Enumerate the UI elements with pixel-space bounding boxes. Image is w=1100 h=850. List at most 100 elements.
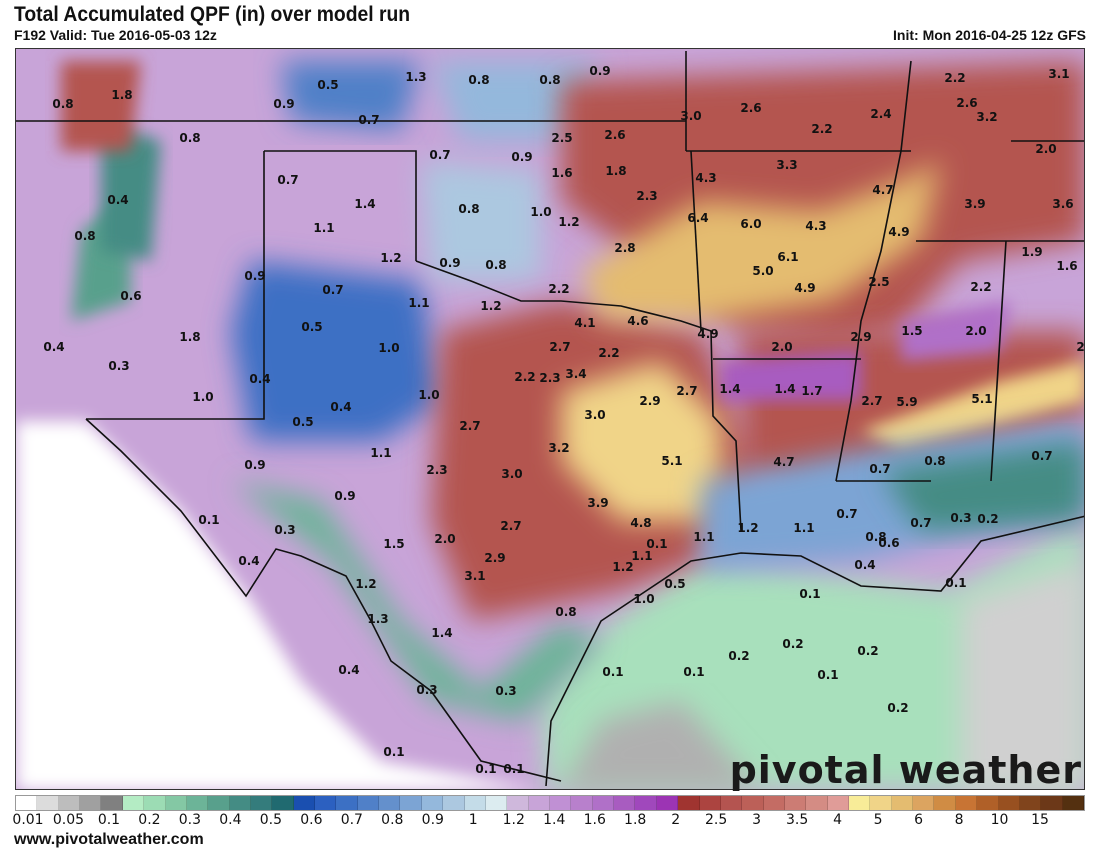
precip-region	[101, 121, 161, 261]
colorbar-swatch	[507, 796, 529, 810]
value-label: 2.8	[614, 241, 635, 255]
value-label: 2.3	[426, 463, 447, 477]
colorbar-label: 1.4	[543, 812, 566, 828]
colorbar-swatch	[315, 796, 337, 810]
value-label: 0.8	[179, 131, 200, 145]
valid-time: F192 Valid: Tue 2016-05-03 12z	[14, 27, 217, 43]
value-label: 1.0	[378, 341, 399, 355]
colorbar-swatch	[357, 796, 380, 810]
value-label: 1.6	[551, 166, 572, 180]
value-label: 1.0	[633, 592, 654, 606]
value-label: 0.7	[429, 148, 450, 162]
colorbar-swatch	[485, 796, 508, 810]
value-label: 0.2	[977, 512, 998, 526]
value-label: 2.0	[1035, 142, 1056, 156]
value-label: 1.2	[558, 215, 579, 229]
value-label: 0.2	[782, 637, 803, 651]
colorbar-label: 15	[1031, 812, 1049, 828]
colorbar-label: 0.9	[421, 812, 444, 828]
value-label: 1.8	[179, 330, 200, 344]
value-label: 0.8	[555, 605, 576, 619]
colorbar-swatch	[293, 796, 316, 810]
colorbar-swatch	[699, 796, 721, 810]
value-label: 1.9	[1021, 245, 1042, 259]
value-label: 0.9	[589, 64, 610, 78]
colorbar-label: 3	[752, 812, 762, 828]
value-label: 2.9	[639, 394, 660, 408]
colorbar-label: 0.2	[138, 812, 161, 828]
value-label: 5.1	[971, 392, 992, 406]
value-label: 2.2	[514, 370, 535, 384]
value-label: 3.0	[680, 109, 701, 123]
value-label: 3.1	[464, 569, 485, 583]
value-label: 1.1	[370, 446, 391, 460]
value-label: 0.1	[198, 513, 219, 527]
colorbar-label: 0.4	[219, 812, 242, 828]
value-label: 1.2	[737, 521, 758, 535]
border-line	[990, 240, 1007, 482]
value-label: 0.9	[244, 269, 265, 283]
border-line	[545, 515, 1084, 787]
colorbar-swatch	[37, 796, 59, 810]
value-label: 0.7	[910, 516, 931, 530]
value-label: 0.3	[950, 511, 971, 525]
value-label: 1.3	[405, 70, 426, 84]
value-label: 2.4	[870, 107, 891, 121]
value-label: 0.4	[330, 400, 351, 414]
colorbar-label: 1	[468, 812, 478, 828]
value-label: 2.2	[944, 71, 965, 85]
value-label: 2.7	[1076, 340, 1085, 354]
value-label: 0.8	[924, 454, 945, 468]
value-label: 1.1	[631, 549, 652, 563]
value-label: 0.9	[511, 150, 532, 164]
colorbar-swatch	[806, 796, 828, 810]
colorbar-swatch	[165, 796, 187, 810]
value-label: 2.2	[970, 280, 991, 294]
value-label: 0.6	[120, 289, 141, 303]
value-label: 1.8	[111, 88, 132, 102]
site-url[interactable]: www.pivotalweather.com	[14, 831, 204, 848]
value-label: 2.9	[484, 551, 505, 565]
value-label: 0.9	[334, 489, 355, 503]
value-label: 1.0	[192, 390, 213, 404]
colorbar-label: 0.7	[340, 812, 363, 828]
colorbar-label: 4	[833, 812, 843, 828]
value-label: 3.2	[548, 441, 569, 455]
value-label: 0.4	[854, 558, 875, 572]
value-label: 0.6	[878, 536, 899, 550]
precip-region	[281, 61, 421, 131]
map-canvas: 0.8 1.8 0.5 0.9 1.3 0.8 0.8 0.9 0.7 0.8 0.7 0.9 2.5 2…	[16, 49, 1085, 789]
value-label: 3.1	[1048, 67, 1069, 81]
value-label: 2.6	[604, 128, 625, 142]
value-label: 0.1	[602, 665, 623, 679]
init-time: Init: Mon 2016-04-25 12z GFS	[893, 27, 1086, 43]
value-label: 0.1	[383, 745, 404, 759]
colorbar-swatch	[80, 796, 102, 810]
value-label: 3.9	[964, 197, 985, 211]
precip-region	[861, 361, 1084, 451]
value-label: 5.0	[752, 264, 773, 278]
value-label: 1.3	[367, 612, 388, 626]
value-label: 0.1	[799, 587, 820, 601]
border-line	[264, 150, 417, 261]
value-label: 0.8	[468, 73, 489, 87]
colorbar-swatch	[549, 796, 572, 810]
value-label: 1.0	[530, 205, 551, 219]
colorbar-swatch	[1019, 796, 1042, 810]
value-label: 1.7	[801, 384, 822, 398]
value-label: 1.6	[1056, 259, 1077, 273]
colorbar-swatch	[784, 796, 807, 810]
value-label: 0.8	[458, 202, 479, 216]
value-label: 0.4	[338, 663, 359, 677]
value-label: 1.5	[901, 324, 922, 338]
colorbar-label: 0.8	[381, 812, 404, 828]
colorbar-swatch	[101, 796, 123, 810]
colorbar-swatch	[1041, 796, 1063, 810]
value-label: 1.1	[793, 521, 814, 535]
value-label: 0.7	[358, 113, 379, 127]
value-label: 2.0	[434, 532, 455, 546]
value-label: 5.1	[661, 454, 682, 468]
value-label: 0.1	[683, 665, 704, 679]
value-label: 0.3	[108, 359, 129, 373]
colorbar-label: 1.2	[502, 812, 525, 828]
